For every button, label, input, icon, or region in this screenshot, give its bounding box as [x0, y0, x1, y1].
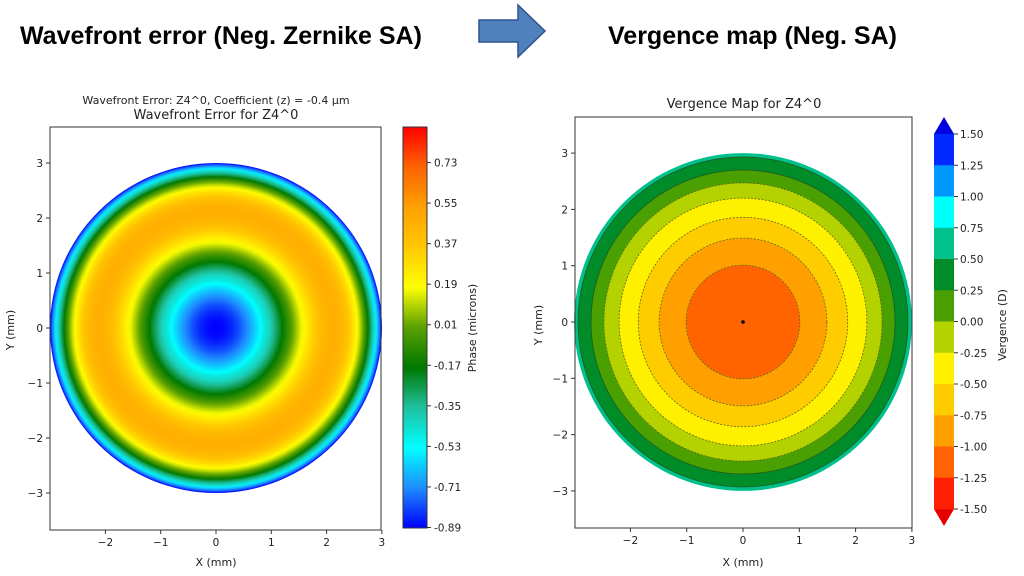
vergence-chart: Vergence Map for Z4^0 −2 −1 0 1 2 3 −3 −2 −1 0 1 2 3…: [532, 97, 1009, 569]
colorbar-tick-label: -0.17: [434, 360, 461, 372]
x-tick-label: 1: [268, 537, 275, 549]
vergence-colorbar-label: Vergence (D): [996, 289, 1009, 361]
colorbar-tick-label: -1.00: [960, 442, 987, 454]
colorbar-tick-label: -1.50: [960, 504, 987, 516]
colorbar-segment: [934, 321, 954, 354]
colorbar-tick-label: -0.75: [960, 410, 987, 422]
phase-colorbar: [402, 126, 428, 529]
y-tick-label: −2: [28, 433, 43, 445]
x-tick-label: 3: [909, 535, 916, 547]
colorbar-tick-label: 0.19: [434, 279, 457, 291]
colorbar-tick-label: 1.25: [960, 160, 983, 172]
colorbar-segment: [934, 446, 954, 479]
colorbar-extend-min: [934, 509, 954, 526]
colorbar-extend-max: [934, 117, 954, 134]
wavefront-pupil-map: [50, 163, 382, 493]
y-tick-label: −1: [28, 378, 43, 390]
left-heading: Wavefront error (Neg. Zernike SA): [20, 22, 422, 50]
colorbar-tick-label: 0.01: [434, 320, 457, 332]
x-tick-label: −1: [679, 535, 694, 547]
colorbar-segment: [934, 477, 954, 510]
y-tick-label: −1: [553, 373, 568, 385]
x-tick-label: 0: [213, 537, 220, 549]
x-tick-label: −2: [623, 535, 638, 547]
x-tick-label: 0: [740, 535, 747, 547]
wavefront-ylabel: Y (mm): [4, 310, 17, 351]
colorbar-tick-label: 0.50: [960, 254, 983, 266]
wavefront-suptitle: Wavefront Error: Z4^0, Coefficient (z) =…: [82, 94, 349, 107]
colorbar-tick-label: -0.89: [434, 523, 461, 535]
colorbar-tick-label: -1.25: [960, 473, 987, 485]
wavefront-xlabel: X (mm): [195, 556, 236, 569]
center-point: [741, 320, 745, 324]
colorbar-segment: [934, 134, 954, 166]
x-tick-label: 2: [852, 535, 859, 547]
colorbar-segment: [934, 290, 954, 322]
y-tick-label: 1: [36, 268, 43, 280]
right-heading: Vergence map (Neg. SA): [608, 22, 897, 50]
colorbar-tick-label: 0.73: [434, 158, 457, 170]
y-tick-label: 0: [561, 317, 568, 329]
colorbar-tick-label: 1.00: [960, 192, 983, 204]
y-tick-label: 2: [36, 213, 43, 225]
phase-colorbar-label: Phase (microns): [466, 284, 479, 372]
y-tick-label: −3: [28, 488, 43, 500]
colorbar-segment: [934, 196, 954, 229]
colorbar-tick-label: -0.53: [434, 441, 461, 453]
vergence-title: Vergence Map for Z4^0: [667, 97, 822, 112]
x-tick-label: −1: [153, 537, 168, 549]
colorbar-tick-label: -0.50: [960, 379, 987, 391]
colorbar-tick-label: -0.25: [960, 348, 987, 360]
y-tick-label: −3: [553, 486, 568, 498]
colorbar-segment: [934, 165, 954, 197]
y-tick-label: 2: [561, 204, 568, 216]
colorbar-segment: [934, 259, 954, 291]
colorbar-segment: [934, 352, 954, 385]
colorbar-segment: [934, 227, 954, 260]
colorbar-segment: [934, 415, 954, 447]
vergence-xlabel: X (mm): [722, 556, 763, 569]
colorbar-tick-label: 0.55: [434, 198, 457, 210]
x-tick-label: 2: [323, 537, 330, 549]
colorbar-tick-label: -0.71: [434, 482, 461, 494]
colorbar-tick-label: 0.25: [960, 285, 983, 297]
wavefront-title: Wavefront Error for Z4^0: [134, 108, 299, 123]
x-tick-label: 3: [379, 537, 386, 549]
x-tick-label: 1: [796, 535, 803, 547]
y-tick-label: 3: [36, 158, 43, 170]
y-tick-label: 0: [36, 323, 43, 335]
x-tick-label: −2: [98, 537, 113, 549]
y-tick-label: 1: [561, 261, 568, 273]
right-arrow-icon: [478, 3, 547, 59]
wavefront-chart: Wavefront Error: Z4^0, Coefficient (z) =…: [4, 94, 479, 569]
colorbar-tick-label: 0.75: [960, 223, 983, 235]
colorbar-tick-label: -0.35: [434, 401, 461, 413]
y-tick-label: −2: [553, 430, 568, 442]
y-tick-label: 3: [561, 148, 568, 160]
colorbar-tick-label: 1.50: [960, 129, 983, 141]
colorbar-tick-label: 0.00: [960, 317, 983, 329]
colorbar-segment: [934, 384, 954, 416]
vergence-ylabel: Y (mm): [532, 305, 545, 346]
colorbar-tick-label: 0.37: [434, 239, 457, 251]
